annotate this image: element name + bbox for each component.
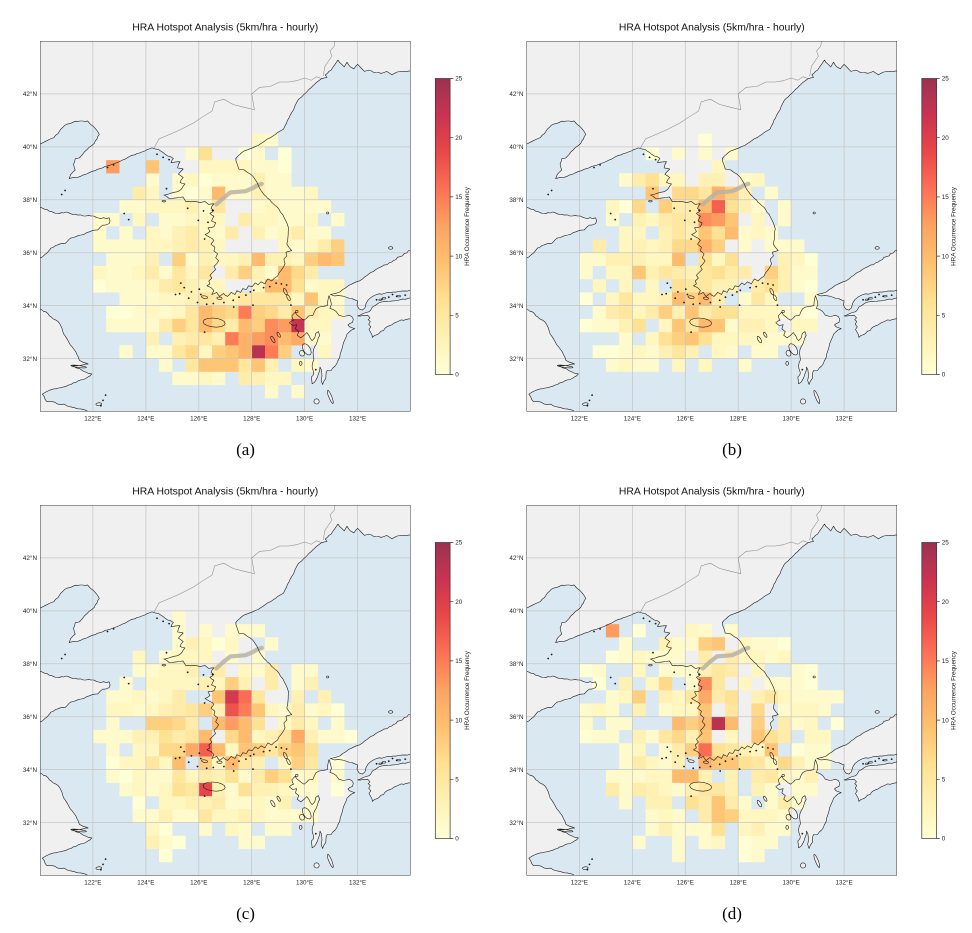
svg-text:(b): (b) xyxy=(722,440,742,459)
svg-text:38°N: 38°N xyxy=(23,660,38,668)
svg-text:126°E: 126°E xyxy=(677,879,694,887)
svg-text:25: 25 xyxy=(942,540,950,547)
svg-text:122°E: 122°E xyxy=(84,879,101,887)
svg-text:0: 0 xyxy=(942,836,946,843)
svg-text:124°E: 124°E xyxy=(624,415,641,423)
svg-text:40°N: 40°N xyxy=(509,143,524,151)
svg-text:HRA Hotspot Analysis (5km/hra: HRA Hotspot Analysis (5km/hra - hourly) xyxy=(132,486,318,497)
svg-text:36°N: 36°N xyxy=(509,713,524,721)
svg-text:40°N: 40°N xyxy=(509,607,524,615)
svg-text:HRA Occurrence Frequency: HRA Occurrence Frequency xyxy=(464,650,471,730)
svg-text:132°E: 132°E xyxy=(835,415,852,423)
svg-text:15: 15 xyxy=(942,194,950,201)
svg-text:HRA Hotspot Analysis (5km/hra: HRA Hotspot Analysis (5km/hra - hourly) xyxy=(132,22,318,33)
svg-text:HRA Occurrence Frequency: HRA Occurrence Frequency xyxy=(464,186,471,266)
svg-text:132°E: 132°E xyxy=(349,415,366,423)
svg-text:25: 25 xyxy=(455,540,463,547)
svg-text:34°N: 34°N xyxy=(23,766,38,774)
svg-text:20: 20 xyxy=(455,135,463,142)
svg-text:20: 20 xyxy=(942,135,950,142)
svg-text:38°N: 38°N xyxy=(23,196,38,204)
svg-text:126°E: 126°E xyxy=(677,415,694,423)
svg-text:10: 10 xyxy=(942,253,950,260)
svg-text:38°N: 38°N xyxy=(509,196,524,204)
svg-text:124°E: 124°E xyxy=(137,879,154,887)
svg-text:5: 5 xyxy=(942,313,946,320)
svg-text:32°N: 32°N xyxy=(509,819,524,827)
svg-text:20: 20 xyxy=(942,599,950,606)
svg-text:20: 20 xyxy=(455,599,463,606)
svg-text:0: 0 xyxy=(455,372,459,379)
svg-text:0: 0 xyxy=(942,372,946,379)
svg-text:10: 10 xyxy=(455,253,463,260)
svg-text:126°E: 126°E xyxy=(190,415,207,423)
svg-text:32°N: 32°N xyxy=(23,819,38,827)
svg-text:122°E: 122°E xyxy=(84,415,101,423)
svg-text:124°E: 124°E xyxy=(137,415,154,423)
svg-text:25: 25 xyxy=(455,76,463,83)
svg-text:0: 0 xyxy=(455,836,459,843)
svg-text:130°E: 130°E xyxy=(296,415,313,423)
svg-text:130°E: 130°E xyxy=(296,879,313,887)
svg-text:128°E: 128°E xyxy=(243,879,260,887)
svg-text:15: 15 xyxy=(942,658,950,665)
svg-text:40°N: 40°N xyxy=(23,607,38,615)
svg-text:38°N: 38°N xyxy=(509,660,524,668)
svg-text:34°N: 34°N xyxy=(509,766,524,774)
svg-text:10: 10 xyxy=(455,717,463,724)
svg-text:124°E: 124°E xyxy=(624,879,641,887)
svg-text:132°E: 132°E xyxy=(349,879,366,887)
svg-text:5: 5 xyxy=(942,777,946,784)
svg-text:36°N: 36°N xyxy=(509,249,524,257)
svg-text:128°E: 128°E xyxy=(243,415,260,423)
svg-text:(c): (c) xyxy=(236,904,255,923)
svg-text:122°E: 122°E xyxy=(571,415,588,423)
svg-text:34°N: 34°N xyxy=(509,302,524,310)
svg-text:42°N: 42°N xyxy=(509,554,524,562)
svg-text:40°N: 40°N xyxy=(23,143,38,151)
svg-text:HRA Occurrence Frequency: HRA Occurrence Frequency xyxy=(950,650,957,730)
svg-text:130°E: 130°E xyxy=(782,415,799,423)
svg-text:36°N: 36°N xyxy=(23,249,38,257)
svg-text:(a): (a) xyxy=(236,440,255,459)
svg-text:126°E: 126°E xyxy=(190,879,207,887)
svg-text:HRA Occurrence Frequency: HRA Occurrence Frequency xyxy=(950,186,957,266)
svg-text:(d): (d) xyxy=(722,904,742,923)
svg-text:HRA Hotspot Analysis (5km/hra: HRA Hotspot Analysis (5km/hra - hourly) xyxy=(619,486,805,497)
svg-text:32°N: 32°N xyxy=(509,355,524,363)
svg-text:15: 15 xyxy=(455,658,463,665)
svg-text:128°E: 128°E xyxy=(730,879,747,887)
svg-text:25: 25 xyxy=(942,76,950,83)
svg-text:128°E: 128°E xyxy=(730,415,747,423)
svg-text:5: 5 xyxy=(455,313,459,320)
svg-text:132°E: 132°E xyxy=(835,879,852,887)
svg-text:122°E: 122°E xyxy=(571,879,588,887)
svg-text:42°N: 42°N xyxy=(23,90,38,98)
svg-text:32°N: 32°N xyxy=(23,355,38,363)
svg-text:10: 10 xyxy=(942,717,950,724)
svg-text:HRA Hotspot Analysis (5km/hra: HRA Hotspot Analysis (5km/hra - hourly) xyxy=(619,22,805,33)
svg-text:42°N: 42°N xyxy=(509,90,524,98)
svg-text:130°E: 130°E xyxy=(782,879,799,887)
svg-text:34°N: 34°N xyxy=(23,302,38,310)
svg-text:5: 5 xyxy=(455,777,459,784)
svg-text:36°N: 36°N xyxy=(23,713,38,721)
svg-text:42°N: 42°N xyxy=(23,554,38,562)
svg-text:15: 15 xyxy=(455,194,463,201)
